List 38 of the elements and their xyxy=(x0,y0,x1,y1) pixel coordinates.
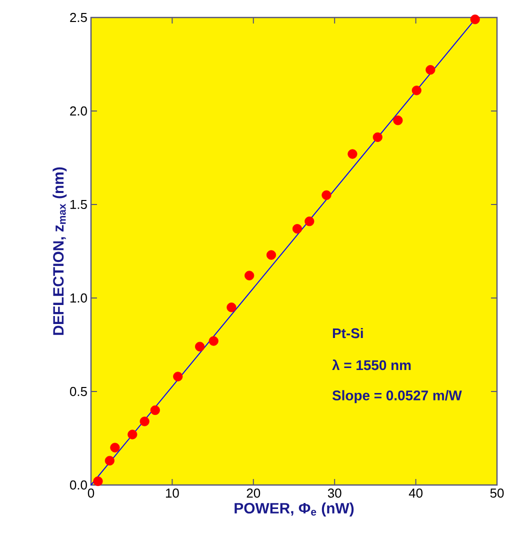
annotation: Pt-Si xyxy=(332,328,363,338)
x-tick-label: 30 xyxy=(328,488,342,498)
point xyxy=(226,302,236,312)
x-tick-label: 20 xyxy=(246,488,260,498)
point xyxy=(304,216,314,226)
annotation: Slope = 0.0527 m/W xyxy=(332,390,462,404)
y-tick-label: 2.0 xyxy=(70,106,87,116)
point xyxy=(195,342,205,352)
y-tick-label: 0.0 xyxy=(70,480,87,490)
annotation: λ = 1550 nm xyxy=(332,360,411,370)
point xyxy=(348,149,358,159)
point xyxy=(150,405,160,415)
y-tick-label: 2.5 xyxy=(70,12,87,22)
point xyxy=(128,430,138,440)
y-axis-title: DEFLECTION, z$_{max}$ (nm) xyxy=(52,167,67,335)
x-axis-title: POWER, Φ$_{e}$ (nW) xyxy=(234,502,354,516)
point xyxy=(93,476,103,486)
x-tick-label: 50 xyxy=(490,488,504,498)
point xyxy=(266,250,276,260)
point xyxy=(173,372,183,382)
point xyxy=(110,442,120,452)
y-tick-label: 1.5 xyxy=(70,200,87,210)
y-tick-label: 0.5 xyxy=(70,386,87,396)
x-tick-label: 0 xyxy=(88,488,94,498)
point xyxy=(426,65,436,75)
point xyxy=(322,190,332,200)
point xyxy=(393,116,403,126)
point xyxy=(104,456,114,466)
point xyxy=(140,416,150,426)
point xyxy=(412,86,422,96)
point xyxy=(372,132,382,142)
point xyxy=(208,336,218,346)
point xyxy=(470,14,480,24)
y-tick-label: 1.0 xyxy=(70,293,87,303)
point xyxy=(292,224,302,234)
point xyxy=(244,270,254,280)
x-tick-label: 40 xyxy=(408,488,422,498)
x-tick-label: 10 xyxy=(166,488,179,498)
